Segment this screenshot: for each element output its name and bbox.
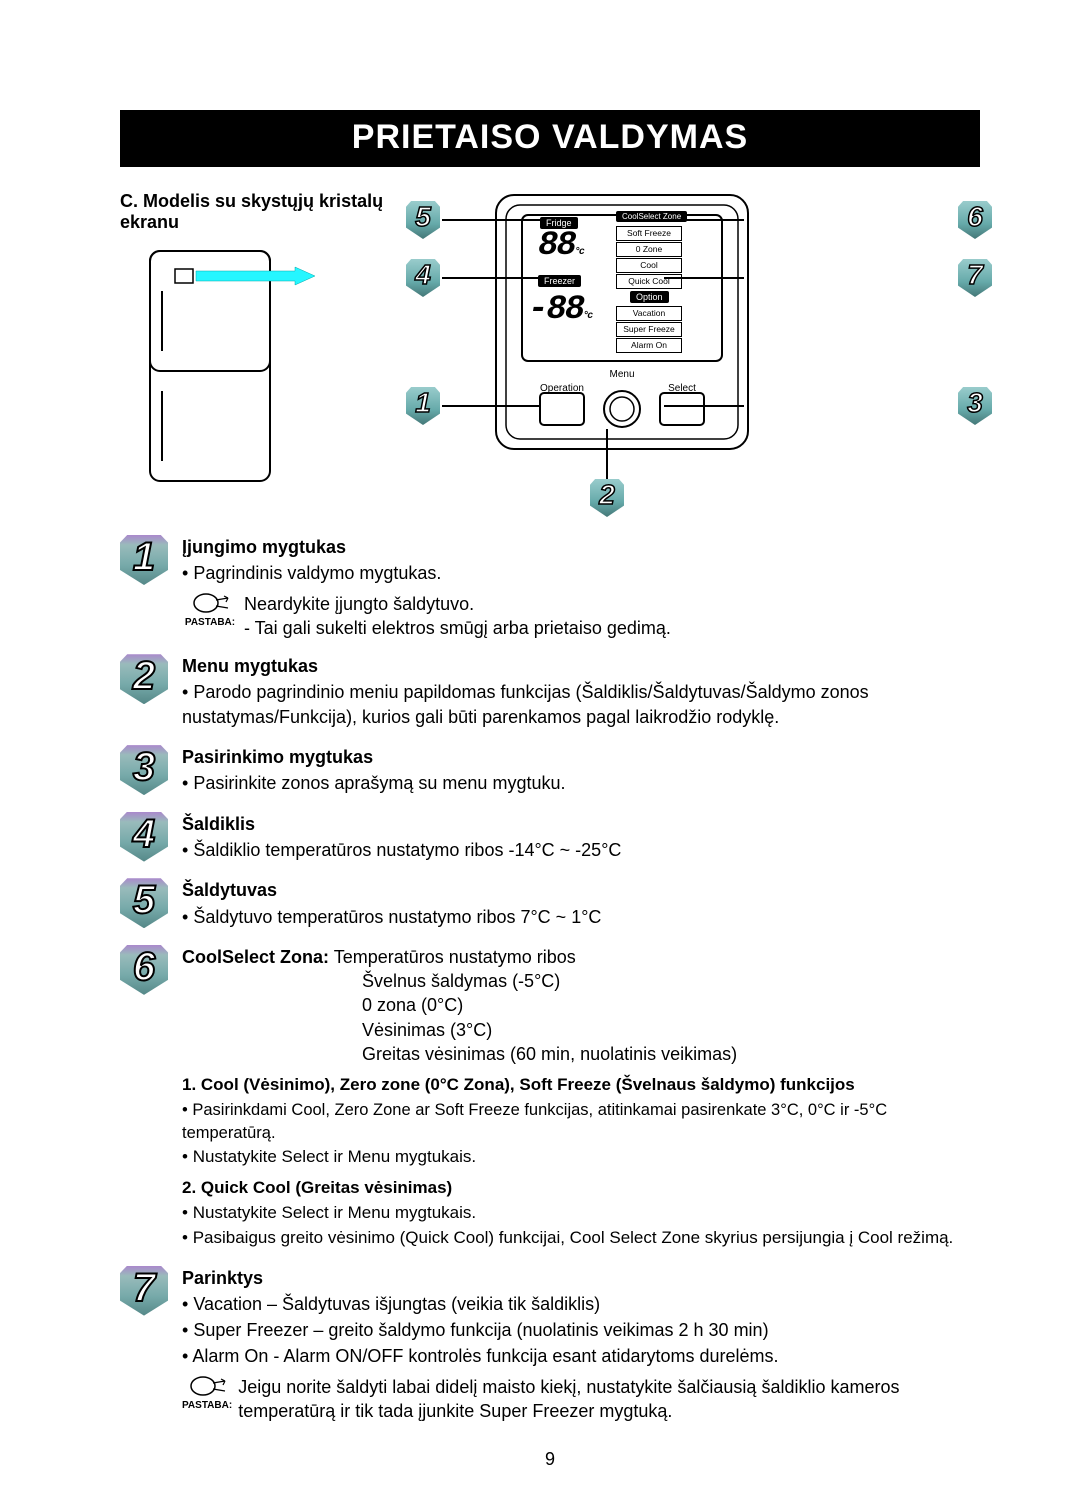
note-icon — [185, 1375, 229, 1397]
freezer-temp-display: -88°c — [528, 291, 591, 329]
item-7-note: PASTABA: Jeigu norite šaldyti labai dide… — [182, 1375, 980, 1424]
note-icon — [188, 592, 232, 614]
fridge-temp-display: 88°c — [538, 227, 583, 265]
item-1: 1 Įjungimo mygtukas Pagrindinis valdymo … — [120, 535, 980, 640]
callout-7: 7 — [958, 259, 992, 297]
callout-3: 3 — [958, 387, 992, 425]
item-3-line: Pasirinkite zonos aprašymą su menu mygtu… — [182, 771, 980, 795]
item-4-title: Šaldiklis — [182, 814, 255, 834]
item-5-line: Šaldytuvo temperatūros nustatymo ribos 7… — [182, 905, 980, 929]
item-5-title: Šaldytuvas — [182, 880, 277, 900]
item-1-note: PASTABA: Neardykite įjungto šaldytuvo. -… — [182, 592, 980, 641]
fridge-illustration — [120, 241, 320, 491]
item-6-title: CoolSelect Zona: — [182, 947, 329, 967]
opt-cool: Cool — [616, 258, 682, 273]
item-2: 2 Menu mygtukas Parodo pagrindinio meniu… — [120, 654, 980, 731]
item-1-line: Pagrindinis valdymo mygtukas. — [182, 561, 980, 585]
callout-4: 4 — [406, 259, 440, 297]
opt-vacation: Vacation — [616, 306, 682, 321]
opt-0zone: 0 Zone — [616, 242, 682, 257]
item-6-sub2-title: 2. Quick Cool (Greitas vėsinimas) — [182, 1177, 980, 1200]
callout-5: 5 — [406, 201, 440, 239]
model-c-row: C. Modelis su skystųjų kristalų ekranu 5… — [120, 191, 980, 521]
item-4: 4 Šaldiklis Šaldiklio temperatūros nusta… — [120, 812, 980, 865]
callout-6: 6 — [958, 201, 992, 239]
page-number: 9 — [120, 1449, 980, 1470]
callout-2: 2 — [590, 479, 624, 517]
lcd-option-label: Option — [630, 291, 669, 303]
item-5: 5 Šaldytuvas Šaldytuvo temperatūros nust… — [120, 878, 980, 931]
item-6-sub1-title: 1. Cool (Vėsinimo), Zero zone (0°C Zona)… — [182, 1074, 980, 1097]
item-4-line: Šaldiklio temperatūros nustatymo ribos -… — [182, 838, 980, 862]
item-6: 6 CoolSelect Zona: Temperatūros nustatym… — [120, 945, 980, 1252]
item-7-title: Parinktys — [182, 1268, 263, 1288]
page-title: PRIETAISO VALDYMAS — [120, 110, 980, 167]
item-3: 3 Pasirinkimo mygtukas Pasirinkite zonos… — [120, 745, 980, 798]
item-7: 7 Parinktys Vacation – Šaldytuvas išjung… — [120, 1266, 980, 1424]
lcd-freezer-label: Freezer — [538, 275, 581, 287]
opt-superfreeze: Super Freeze — [616, 322, 682, 337]
svg-text:Menu: Menu — [609, 369, 634, 380]
model-c-heading: C. Modelis su skystųjų kristalų ekranu — [120, 191, 420, 233]
opt-alarmon: Alarm On — [616, 338, 682, 353]
opt-soft-freeze: Soft Freeze — [616, 226, 682, 241]
item-3-title: Pasirinkimo mygtukas — [182, 747, 373, 767]
lcd-panel-diagram: 5 4 1 6 7 3 2 Menu Operation — [420, 191, 980, 521]
item-2-line: Parodo pagrindinio meniu papildomas funk… — [182, 680, 980, 729]
callout-1: 1 — [406, 387, 440, 425]
item-2-title: Menu mygtukas — [182, 656, 318, 676]
item-1-title: Įjungimo mygtukas — [182, 537, 346, 557]
